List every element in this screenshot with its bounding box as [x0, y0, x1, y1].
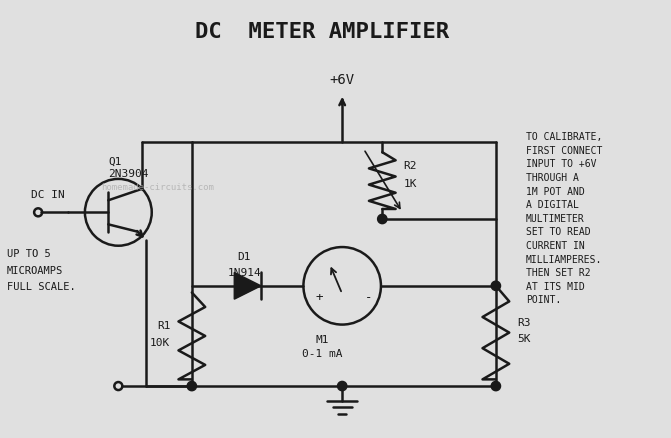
Circle shape: [378, 214, 387, 224]
Text: TO CALIBRATE,
FIRST CONNECT
INPUT TO +6V
THROUGH A
1M POT AND
A DIGITAL
MULTIMET: TO CALIBRATE, FIRST CONNECT INPUT TO +6V…: [526, 132, 603, 305]
Text: 1N914: 1N914: [227, 268, 261, 278]
Text: 2N3904: 2N3904: [108, 169, 149, 179]
Text: MICROAMPS: MICROAMPS: [7, 266, 63, 276]
Polygon shape: [234, 272, 261, 299]
Text: DC IN: DC IN: [32, 190, 65, 200]
Text: 0-1 mA: 0-1 mA: [302, 350, 342, 359]
Text: +6V: +6V: [329, 73, 355, 87]
Text: +: +: [315, 291, 323, 304]
Text: R3: R3: [517, 318, 531, 328]
Text: Q1: Q1: [108, 157, 122, 167]
Text: D1: D1: [238, 252, 251, 262]
Text: R2: R2: [404, 161, 417, 171]
Circle shape: [187, 381, 197, 391]
Text: UP TO 5: UP TO 5: [7, 249, 50, 259]
Circle shape: [491, 381, 501, 391]
Text: 10K: 10K: [150, 338, 170, 348]
Text: M1: M1: [315, 335, 329, 345]
Text: R1: R1: [157, 321, 170, 331]
Text: -: -: [365, 291, 372, 304]
Circle shape: [491, 281, 501, 290]
Text: 1K: 1K: [404, 179, 417, 189]
Text: homemade-circuits.com: homemade-circuits.com: [101, 183, 215, 192]
Text: 5K: 5K: [517, 334, 531, 344]
Circle shape: [338, 381, 347, 391]
Text: FULL SCALE.: FULL SCALE.: [7, 283, 75, 293]
Text: DC  METER AMPLIFIER: DC METER AMPLIFIER: [195, 22, 449, 42]
